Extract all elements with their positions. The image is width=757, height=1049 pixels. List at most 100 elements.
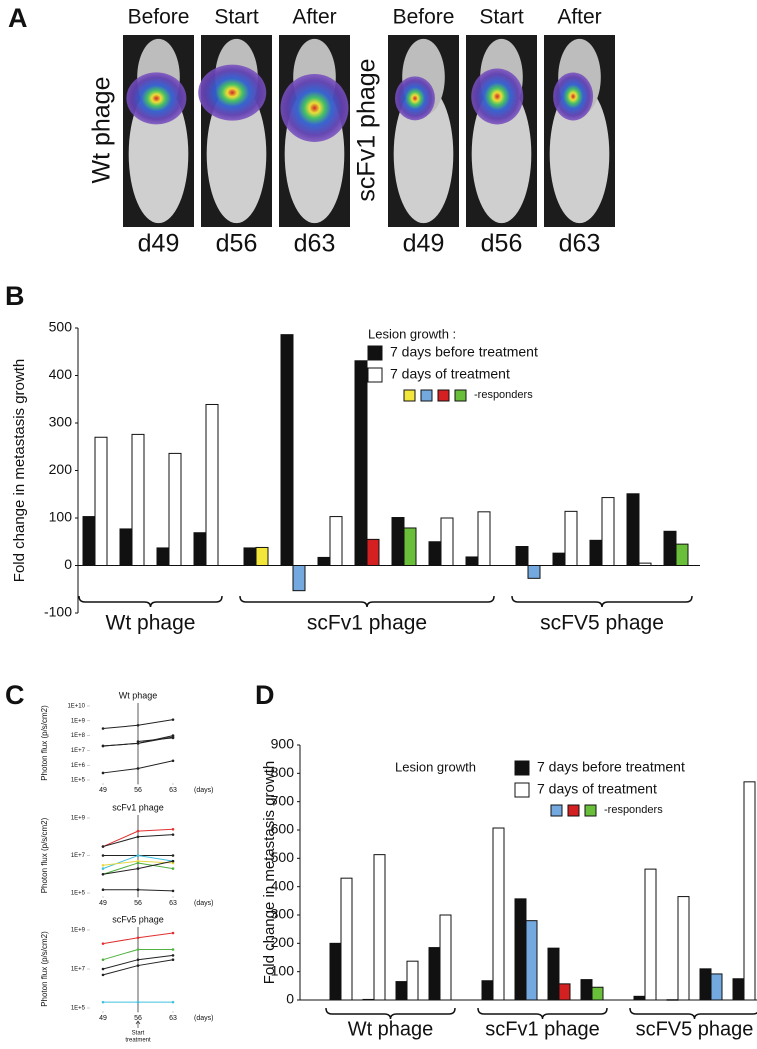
x-tick-label: 63 [169, 900, 177, 907]
bar [547, 947, 560, 1001]
y-tick-label: 1E+9 [71, 928, 86, 934]
series-line [102, 862, 174, 875]
y-axis-label: Fold change in metastasis growth [261, 761, 278, 984]
chart-title: scFv1 phage [112, 802, 164, 812]
group-label: scFV5 phage [540, 612, 664, 635]
series-line [103, 889, 174, 892]
group-brace [239, 595, 495, 608]
image-header: After [557, 6, 601, 29]
bar [119, 528, 133, 566]
bar [395, 981, 408, 1001]
responder-label: -responders [474, 389, 533, 401]
bar [391, 517, 405, 567]
y-tick-label: 1E+5 [71, 778, 86, 784]
bar [362, 998, 375, 1001]
y-tick-label: 400 [49, 366, 73, 382]
y-tick-label: 200 [49, 461, 73, 477]
bar [710, 973, 723, 1001]
chart-title: scFv5 phage [112, 914, 164, 924]
y-tick-label: 1E+6 [71, 763, 86, 769]
legend-label: 7 days before treatment [537, 759, 685, 775]
group-label: scFv1 phage [353, 58, 381, 201]
x-tick-label: 49 [99, 1015, 107, 1022]
y-tick-label: 1E+10 [67, 704, 85, 710]
series-line [102, 954, 174, 970]
bar [329, 942, 342, 1001]
group-label: scFv1 phage [307, 612, 427, 635]
x-tick-label: 56 [134, 900, 142, 907]
y-tick-label: 1E+7 [71, 853, 86, 859]
signal [126, 72, 187, 125]
bar [82, 516, 96, 567]
legend-swatch [367, 345, 383, 361]
bar [205, 403, 219, 566]
y-tick-label: 1E+7 [71, 967, 86, 973]
x-axis-label: (days) [194, 787, 213, 794]
bar [354, 360, 368, 566]
x-tick-label: 63 [169, 787, 177, 794]
image-day: d63 [559, 230, 601, 258]
bar [580, 979, 593, 1001]
panel-label: C [5, 680, 25, 710]
bar [525, 920, 538, 1001]
chart-title: Wt phage [119, 690, 158, 700]
mouse-body [393, 84, 454, 224]
bar [515, 546, 529, 566]
y-tick-label: 600 [271, 821, 295, 837]
image-header: After [292, 6, 336, 29]
y-axis-label: Photon flux (p/s/cm2) [40, 817, 49, 893]
legend-title: Lesion growth [395, 759, 476, 774]
y-tick-label: 100 [49, 509, 73, 525]
bar [552, 552, 566, 567]
x-axis-label: (days) [194, 1015, 213, 1022]
bar [601, 497, 615, 567]
bar [428, 947, 441, 1001]
legend-swatch [514, 782, 530, 798]
image-day: d49 [138, 230, 180, 258]
image-day: d49 [403, 230, 445, 258]
x-axis-label: (days) [194, 900, 213, 907]
bar [481, 980, 494, 1001]
y-tick-label: 1E+5 [71, 1006, 86, 1012]
y-tick-label: 800 [271, 764, 295, 780]
legend-title: Lesion growth : [368, 326, 456, 341]
bar [156, 547, 170, 566]
x-tick-label: 56 [134, 1015, 142, 1022]
bar [280, 334, 294, 566]
bar [428, 541, 442, 566]
y-tick-label: 1E+5 [71, 891, 86, 897]
x-tick-label: 49 [99, 900, 107, 907]
group-label: Wt phage [88, 76, 116, 183]
responder-swatch [403, 389, 416, 402]
group-brace [511, 595, 693, 608]
group-brace [477, 1007, 608, 1020]
series-line [102, 949, 173, 961]
bar [440, 517, 454, 566]
responder-swatch [454, 389, 467, 402]
responder-label: -responders [604, 804, 663, 816]
bar [699, 968, 712, 1001]
bar [243, 547, 257, 566]
y-tick-label: 700 [271, 792, 295, 808]
mouse-body [549, 84, 610, 224]
bar [564, 510, 578, 567]
y-tick-label: 0 [64, 556, 72, 572]
bar [666, 999, 679, 1001]
y-tick-label: 0 [286, 991, 294, 1007]
group-label: Wt phage [106, 612, 196, 635]
bar [94, 436, 108, 566]
bar [366, 538, 380, 566]
panel-label: B [5, 281, 25, 311]
bar [492, 827, 505, 1001]
y-tick-label: 500 [271, 849, 295, 865]
bar [626, 493, 640, 566]
bar [527, 565, 541, 579]
image-header: Start [214, 6, 259, 29]
x-tick-label: 56 [134, 787, 142, 794]
group-label: Wt phage [348, 1018, 434, 1040]
image-day: d63 [294, 230, 336, 258]
bar [465, 556, 479, 567]
bar [340, 877, 353, 1001]
